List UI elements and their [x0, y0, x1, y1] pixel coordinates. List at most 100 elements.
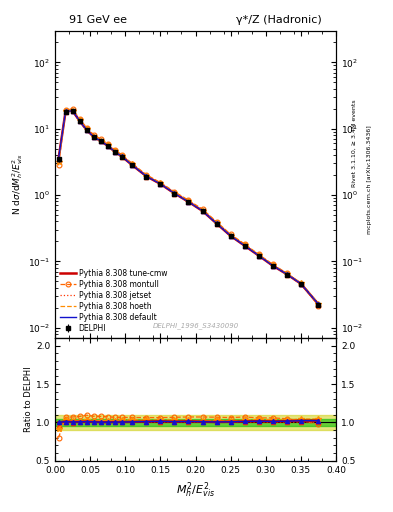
- Pythia 8.308 default: [256, 252, 261, 259]
- Text: mcplots.cern.ch [arXiv:1306.3436]: mcplots.cern.ch [arXiv:1306.3436]: [367, 125, 373, 233]
- Pythia 8.308 montull: [214, 219, 219, 225]
- Pythia 8.308 hoeth: [112, 148, 117, 154]
- Pythia 8.308 montull: [70, 106, 75, 112]
- Pythia 8.308 hoeth: [105, 142, 110, 148]
- Pythia 8.308 montull: [270, 261, 275, 267]
- Pythia 8.308 montull: [91, 132, 96, 138]
- Line: Pythia 8.308 jetset: Pythia 8.308 jetset: [59, 111, 318, 305]
- Pythia 8.308 tune-cmw: [98, 138, 103, 144]
- Pythia 8.308 tune-cmw: [228, 233, 233, 239]
- Pythia 8.308 jetset: [285, 271, 289, 278]
- Pythia 8.308 hoeth: [158, 180, 163, 186]
- Legend: Pythia 8.308 tune-cmw, Pythia 8.308 montull, Pythia 8.308 jetset, Pythia 8.308 h: Pythia 8.308 tune-cmw, Pythia 8.308 mont…: [59, 267, 169, 334]
- Text: Rivet 3.1.10, ≥ 3.4M events: Rivet 3.1.10, ≥ 3.4M events: [352, 99, 357, 187]
- Pythia 8.308 tune-cmw: [105, 143, 110, 149]
- Pythia 8.308 hoeth: [70, 108, 75, 114]
- Pythia 8.308 jetset: [200, 208, 205, 214]
- Pythia 8.308 jetset: [144, 174, 149, 180]
- Pythia 8.308 hoeth: [77, 117, 82, 123]
- Pythia 8.308 default: [200, 208, 205, 214]
- Pythia 8.308 hoeth: [63, 108, 68, 114]
- Pythia 8.308 tune-cmw: [63, 109, 68, 115]
- Pythia 8.308 hoeth: [256, 252, 261, 258]
- Text: DELPHI_1996_S3430090: DELPHI_1996_S3430090: [152, 322, 239, 329]
- Pythia 8.308 default: [91, 134, 96, 140]
- Pythia 8.308 default: [242, 243, 247, 249]
- Pythia 8.308 hoeth: [299, 280, 303, 286]
- Pythia 8.308 hoeth: [186, 198, 191, 204]
- Pythia 8.308 default: [84, 127, 89, 133]
- Pythia 8.308 montull: [98, 136, 103, 142]
- Pythia 8.308 default: [172, 190, 177, 197]
- Pythia 8.308 default: [130, 162, 135, 168]
- Pythia 8.308 default: [77, 118, 82, 124]
- Pythia 8.308 jetset: [299, 281, 303, 287]
- Pythia 8.308 default: [56, 156, 61, 162]
- Pythia 8.308 jetset: [63, 109, 68, 115]
- Pythia 8.308 tune-cmw: [144, 173, 149, 179]
- Pythia 8.308 tune-cmw: [186, 199, 191, 205]
- Pythia 8.308 montull: [316, 303, 321, 309]
- Pythia 8.308 montull: [84, 124, 89, 131]
- Y-axis label: Ratio to DELPHI: Ratio to DELPHI: [24, 367, 33, 432]
- Pythia 8.308 hoeth: [214, 220, 219, 226]
- Pythia 8.308 jetset: [56, 157, 61, 163]
- Pythia 8.308 jetset: [158, 181, 163, 187]
- Pythia 8.308 montull: [242, 241, 247, 247]
- Pythia 8.308 default: [228, 233, 233, 239]
- Pythia 8.308 default: [158, 181, 163, 187]
- Pythia 8.308 montull: [119, 152, 124, 158]
- Bar: [55, 419, 336, 426]
- Pythia 8.308 jetset: [242, 243, 247, 249]
- Pythia 8.308 tune-cmw: [214, 220, 219, 226]
- Pythia 8.308 hoeth: [119, 153, 124, 159]
- Line: Pythia 8.308 montull: Pythia 8.308 montull: [56, 106, 321, 308]
- Pythia 8.308 montull: [158, 180, 163, 186]
- Pythia 8.308 default: [63, 109, 68, 115]
- Pythia 8.308 hoeth: [172, 190, 177, 196]
- Pythia 8.308 hoeth: [200, 208, 205, 214]
- Pythia 8.308 tune-cmw: [242, 243, 247, 249]
- Bar: [55, 415, 336, 430]
- Pythia 8.308 jetset: [77, 118, 82, 124]
- X-axis label: $M_h^2/E_{vis}^2$: $M_h^2/E_{vis}^2$: [176, 480, 215, 500]
- Pythia 8.308 tune-cmw: [200, 208, 205, 214]
- Pythia 8.308 jetset: [119, 154, 124, 160]
- Pythia 8.308 montull: [186, 197, 191, 203]
- Pythia 8.308 tune-cmw: [316, 301, 321, 307]
- Pythia 8.308 hoeth: [316, 301, 321, 307]
- Pythia 8.308 tune-cmw: [119, 153, 124, 159]
- Pythia 8.308 hoeth: [144, 173, 149, 179]
- Pythia 8.308 tune-cmw: [84, 127, 89, 133]
- Pythia 8.308 montull: [144, 172, 149, 178]
- Pythia 8.308 montull: [228, 231, 233, 238]
- Pythia 8.308 tune-cmw: [70, 108, 75, 114]
- Pythia 8.308 default: [70, 108, 75, 114]
- Pythia 8.308 jetset: [316, 302, 321, 308]
- Pythia 8.308 montull: [285, 270, 289, 276]
- Pythia 8.308 default: [105, 143, 110, 149]
- Pythia 8.308 default: [285, 271, 289, 278]
- Pythia 8.308 tune-cmw: [299, 281, 303, 287]
- Pythia 8.308 montull: [77, 116, 82, 122]
- Pythia 8.308 montull: [200, 206, 205, 212]
- Line: Pythia 8.308 default: Pythia 8.308 default: [59, 111, 318, 304]
- Pythia 8.308 tune-cmw: [91, 134, 96, 140]
- Pythia 8.308 jetset: [186, 199, 191, 205]
- Pythia 8.308 tune-cmw: [130, 162, 135, 168]
- Line: Pythia 8.308 hoeth: Pythia 8.308 hoeth: [59, 111, 318, 304]
- Pythia 8.308 default: [186, 199, 191, 205]
- Pythia 8.308 hoeth: [285, 271, 289, 277]
- Pythia 8.308 jetset: [214, 221, 219, 227]
- Pythia 8.308 jetset: [228, 233, 233, 239]
- Pythia 8.308 montull: [105, 141, 110, 147]
- Pythia 8.308 tune-cmw: [56, 156, 61, 162]
- Pythia 8.308 jetset: [105, 143, 110, 149]
- Pythia 8.308 hoeth: [130, 161, 135, 167]
- Pythia 8.308 jetset: [256, 253, 261, 259]
- Pythia 8.308 jetset: [98, 138, 103, 144]
- Pythia 8.308 hoeth: [242, 242, 247, 248]
- Pythia 8.308 hoeth: [91, 134, 96, 140]
- Pythia 8.308 jetset: [70, 108, 75, 114]
- Pythia 8.308 montull: [256, 251, 261, 258]
